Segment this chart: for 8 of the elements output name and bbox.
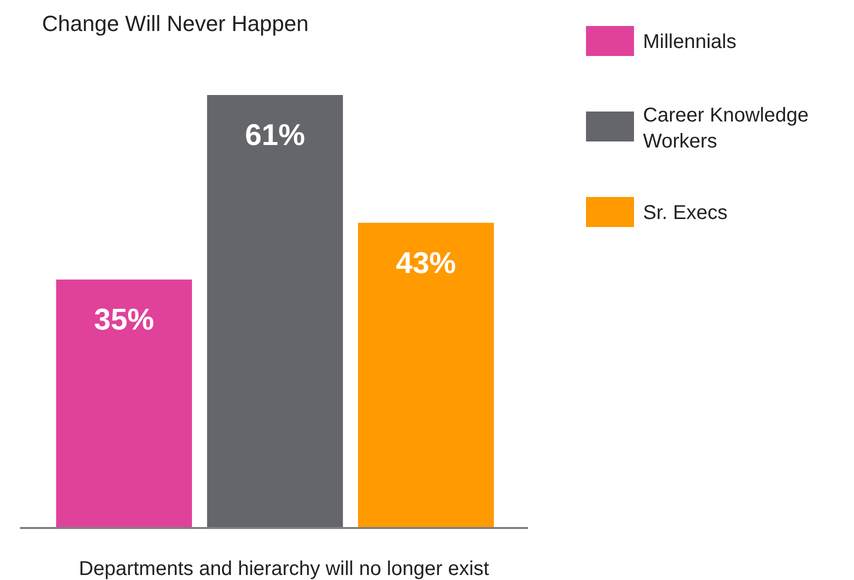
data-label: 61% — [244, 119, 306, 152]
legend-label: Career Knowledge Workers — [643, 104, 809, 152]
x-axis-title: Departments and hierarchy will no longer exist — [78, 558, 490, 580]
legend-label: Sr. Execs — [643, 202, 728, 224]
data-label: 35% — [94, 304, 154, 337]
legend-label: Millennials — [643, 31, 736, 53]
chart-title: Change Will Never Happen — [42, 11, 309, 36]
data-label: 43% — [396, 246, 456, 280]
